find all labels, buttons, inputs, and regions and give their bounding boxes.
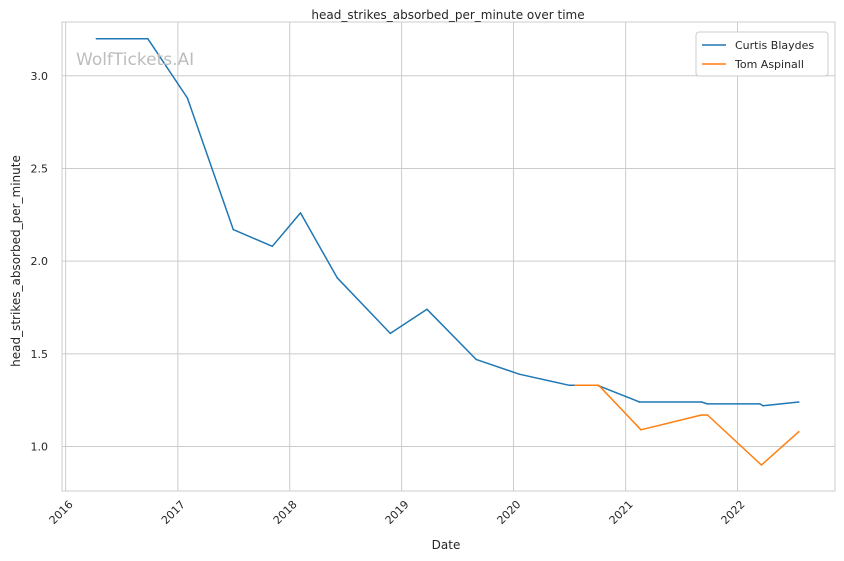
data-point-tom-aspinall [760,464,763,466]
data-point-tom-aspinall [640,429,642,431]
data-point-tom-aspinall [597,384,600,387]
data-point-curtis-blaydes [232,228,235,231]
data-point-tom-aspinall [700,414,703,416]
data-point-curtis-blaydes [798,401,800,403]
data-point-curtis-blaydes [762,404,764,407]
chart-title: head_strikes_absorbed_per_minute over ti… [311,8,584,22]
legend-box [695,31,829,77]
data-point-curtis-blaydes [706,403,709,405]
data-point-curtis-blaydes [759,403,761,405]
y-tick-label: 2.5 [31,162,49,175]
legend: Curtis Blaydes Tom Aspinall [695,31,829,77]
series-layer [95,37,800,466]
y-tick-label: 3.0 [31,70,49,83]
data-point-curtis-blaydes [426,308,428,311]
data-point-curtis-blaydes [299,212,302,214]
plot-area [61,21,836,492]
data-point-curtis-blaydes [147,37,149,40]
x-tick-label: 2022 [719,498,748,527]
data-point-curtis-blaydes [568,384,571,387]
x-tick-label: 2021 [607,498,636,527]
legend-label-tom-aspinall: Tom Aspinall [734,58,804,71]
data-point-tom-aspinall [706,414,709,416]
data-point-tom-aspinall [574,384,576,387]
data-point-curtis-blaydes [389,332,392,335]
data-point-curtis-blaydes [271,245,274,248]
x-axis-ticks: 2016 2017 2018 2019 2020 2021 2022 [47,498,748,527]
x-tick-label: 2018 [271,498,300,527]
data-point-curtis-blaydes [700,401,703,403]
data-point-curtis-blaydes [186,97,189,99]
data-point-curtis-blaydes [518,373,521,375]
data-point-curtis-blaydes [95,37,98,40]
data-point-curtis-blaydes [638,401,641,403]
y-tick-label: 1.5 [31,348,49,361]
x-tick-label: 2016 [47,498,76,527]
x-tick-label: 2019 [383,498,412,527]
y-axis-title: head_strikes_absorbed_per_minute [9,155,23,367]
x-axis-title: Date [432,538,461,552]
legend-label-curtis-blaydes: Curtis Blaydes [735,39,814,52]
data-point-curtis-blaydes [475,358,477,361]
data-point-curtis-blaydes [336,277,338,279]
watermark: WolfTickets.AI [76,50,194,70]
y-tick-label: 1.0 [31,441,49,454]
y-tick-label: 2.0 [31,255,49,268]
data-point-tom-aspinall [798,430,800,433]
x-tick-label: 2017 [159,498,188,527]
y-axis-ticks: 1.0 1.5 2.0 2.5 3.0 [31,70,49,454]
x-tick-label: 2020 [495,498,524,527]
